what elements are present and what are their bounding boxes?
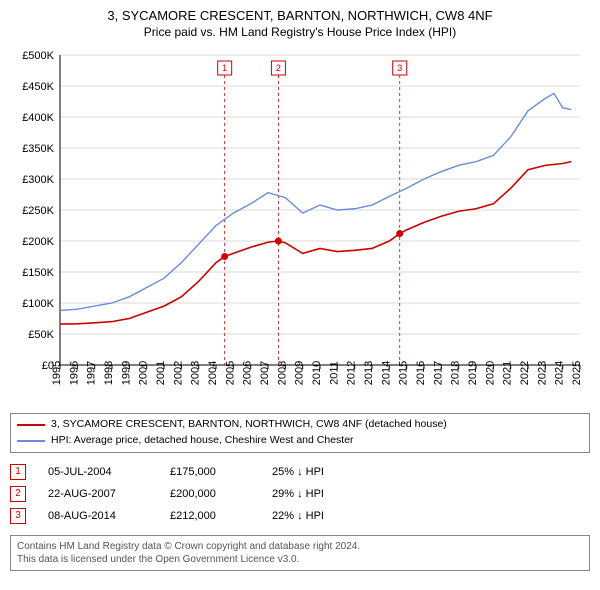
svg-text:£400K: £400K bbox=[22, 112, 54, 124]
sale-price-1: £175,000 bbox=[170, 466, 250, 478]
svg-text:2003: 2003 bbox=[190, 361, 202, 385]
svg-text:2007: 2007 bbox=[259, 361, 271, 385]
svg-text:2024: 2024 bbox=[554, 361, 566, 385]
footer-line-1: Contains HM Land Registry data © Crown c… bbox=[17, 540, 583, 553]
legend-row-property: 3, SYCAMORE CRESCENT, BARNTON, NORTHWICH… bbox=[17, 417, 583, 433]
chart-title: 3, SYCAMORE CRESCENT, BARNTON, NORTHWICH… bbox=[10, 8, 590, 23]
svg-text:1998: 1998 bbox=[103, 361, 115, 385]
sale-delta-2: 29% ↓ HPI bbox=[272, 488, 372, 500]
sale-marker-1: 1 bbox=[10, 464, 26, 480]
svg-text:2018: 2018 bbox=[450, 361, 462, 385]
chart-subtitle: Price paid vs. HM Land Registry's House … bbox=[10, 25, 590, 39]
svg-text:2010: 2010 bbox=[311, 361, 323, 385]
sale-date-1: 05-JUL-2004 bbox=[48, 466, 148, 478]
legend-label-property: 3, SYCAMORE CRESCENT, BARNTON, NORTHWICH… bbox=[51, 417, 447, 433]
legend-swatch-hpi bbox=[17, 440, 45, 442]
sale-marker-3: 3 bbox=[10, 508, 26, 524]
svg-text:£250K: £250K bbox=[22, 205, 54, 217]
svg-text:2002: 2002 bbox=[172, 361, 184, 385]
sale-delta-3: 22% ↓ HPI bbox=[272, 510, 372, 522]
svg-text:£50K: £50K bbox=[28, 329, 54, 341]
sales-row-3: 3 08-AUG-2014 £212,000 22% ↓ HPI bbox=[10, 505, 590, 527]
sale-price-3: £212,000 bbox=[170, 510, 250, 522]
svg-text:2012: 2012 bbox=[346, 361, 358, 385]
svg-text:2017: 2017 bbox=[432, 361, 444, 385]
footer-line-2: This data is licensed under the Open Gov… bbox=[17, 553, 583, 566]
svg-text:2014: 2014 bbox=[380, 361, 392, 385]
svg-text:2019: 2019 bbox=[467, 361, 479, 385]
svg-text:2016: 2016 bbox=[415, 361, 427, 385]
svg-text:1996: 1996 bbox=[68, 361, 80, 385]
svg-text:£300K: £300K bbox=[22, 174, 54, 186]
svg-text:£500K: £500K bbox=[22, 50, 54, 62]
svg-text:2006: 2006 bbox=[242, 361, 254, 385]
svg-text:1999: 1999 bbox=[120, 361, 132, 385]
chart-area: £0£50K£100K£150K£200K£250K£300K£350K£400… bbox=[10, 45, 590, 405]
svg-text:£450K: £450K bbox=[22, 81, 54, 93]
svg-text:£100K: £100K bbox=[22, 298, 54, 310]
sale-date-3: 08-AUG-2014 bbox=[48, 510, 148, 522]
sales-row-2: 2 22-AUG-2007 £200,000 29% ↓ HPI bbox=[10, 483, 590, 505]
chart-container: 3, SYCAMORE CRESCENT, BARNTON, NORTHWICH… bbox=[0, 0, 600, 577]
sale-price-2: £200,000 bbox=[170, 488, 250, 500]
svg-text:£350K: £350K bbox=[22, 143, 54, 155]
svg-text:2021: 2021 bbox=[502, 361, 514, 385]
sales-table: 1 05-JUL-2004 £175,000 25% ↓ HPI 2 22-AU… bbox=[10, 461, 590, 527]
svg-text:2: 2 bbox=[276, 63, 281, 73]
legend-label-hpi: HPI: Average price, detached house, Ches… bbox=[51, 433, 354, 449]
svg-text:2005: 2005 bbox=[224, 361, 236, 385]
svg-text:2013: 2013 bbox=[363, 361, 375, 385]
svg-text:2025: 2025 bbox=[571, 361, 583, 385]
svg-text:£200K: £200K bbox=[22, 236, 54, 248]
svg-text:£150K: £150K bbox=[22, 267, 54, 279]
svg-text:2004: 2004 bbox=[207, 361, 219, 385]
svg-text:1995: 1995 bbox=[51, 361, 63, 385]
line-chart-svg: £0£50K£100K£150K£200K£250K£300K£350K£400… bbox=[10, 45, 590, 405]
legend-row-hpi: HPI: Average price, detached house, Ches… bbox=[17, 433, 583, 449]
sale-delta-1: 25% ↓ HPI bbox=[272, 466, 372, 478]
svg-text:1: 1 bbox=[222, 63, 227, 73]
svg-text:2020: 2020 bbox=[484, 361, 496, 385]
sale-marker-2: 2 bbox=[10, 486, 26, 502]
legend: 3, SYCAMORE CRESCENT, BARNTON, NORTHWICH… bbox=[10, 413, 590, 453]
svg-text:2001: 2001 bbox=[155, 361, 167, 385]
svg-text:3: 3 bbox=[397, 63, 402, 73]
svg-text:2000: 2000 bbox=[138, 361, 150, 385]
sales-row-1: 1 05-JUL-2004 £175,000 25% ↓ HPI bbox=[10, 461, 590, 483]
attribution-footer: Contains HM Land Registry data © Crown c… bbox=[10, 535, 590, 571]
svg-text:2022: 2022 bbox=[519, 361, 531, 385]
sale-date-2: 22-AUG-2007 bbox=[48, 488, 148, 500]
svg-text:1997: 1997 bbox=[86, 361, 98, 385]
legend-swatch-property bbox=[17, 424, 45, 426]
svg-text:2023: 2023 bbox=[536, 361, 548, 385]
svg-text:2009: 2009 bbox=[294, 361, 306, 385]
